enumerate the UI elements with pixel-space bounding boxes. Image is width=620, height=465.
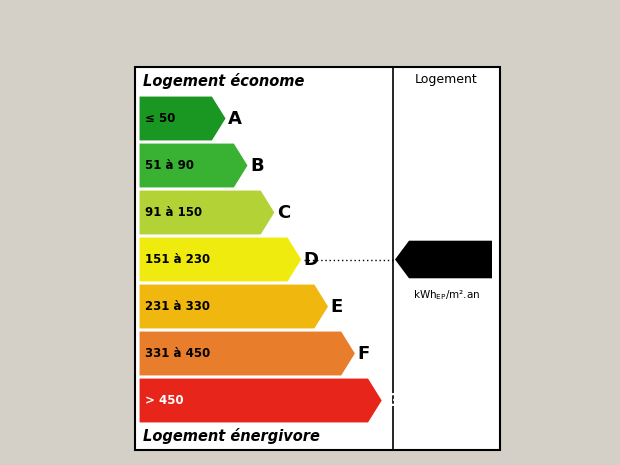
Text: 331 à 450: 331 à 450	[145, 347, 210, 360]
Text: ≤ 50: ≤ 50	[145, 112, 175, 125]
Text: Logement: Logement	[415, 73, 478, 86]
Polygon shape	[139, 237, 302, 282]
Text: E: E	[330, 298, 343, 315]
Text: 151 à 230: 151 à 230	[145, 253, 210, 266]
Text: F: F	[358, 345, 370, 363]
Polygon shape	[395, 241, 492, 278]
Bar	[135, 67, 500, 450]
Text: Logement économe: Logement économe	[143, 73, 304, 89]
Text: 231 à 330: 231 à 330	[145, 300, 210, 313]
Polygon shape	[139, 143, 248, 188]
Text: Logement énergivore: Logement énergivore	[143, 428, 320, 444]
Text: C: C	[277, 204, 290, 221]
Text: kWh$_{\mathregular{EP}}$/m².an: kWh$_{\mathregular{EP}}$/m².an	[413, 288, 480, 302]
Polygon shape	[139, 284, 329, 329]
Text: 51 à 90: 51 à 90	[145, 159, 194, 172]
Text: > 450: > 450	[145, 394, 184, 407]
Polygon shape	[139, 96, 226, 141]
Polygon shape	[139, 378, 383, 423]
Text: A: A	[228, 109, 242, 127]
Polygon shape	[139, 331, 355, 376]
Text: B: B	[250, 157, 264, 174]
Text: G: G	[384, 392, 399, 410]
Text: D: D	[304, 251, 319, 268]
Text: 91 à 150: 91 à 150	[145, 206, 202, 219]
Polygon shape	[139, 190, 275, 235]
